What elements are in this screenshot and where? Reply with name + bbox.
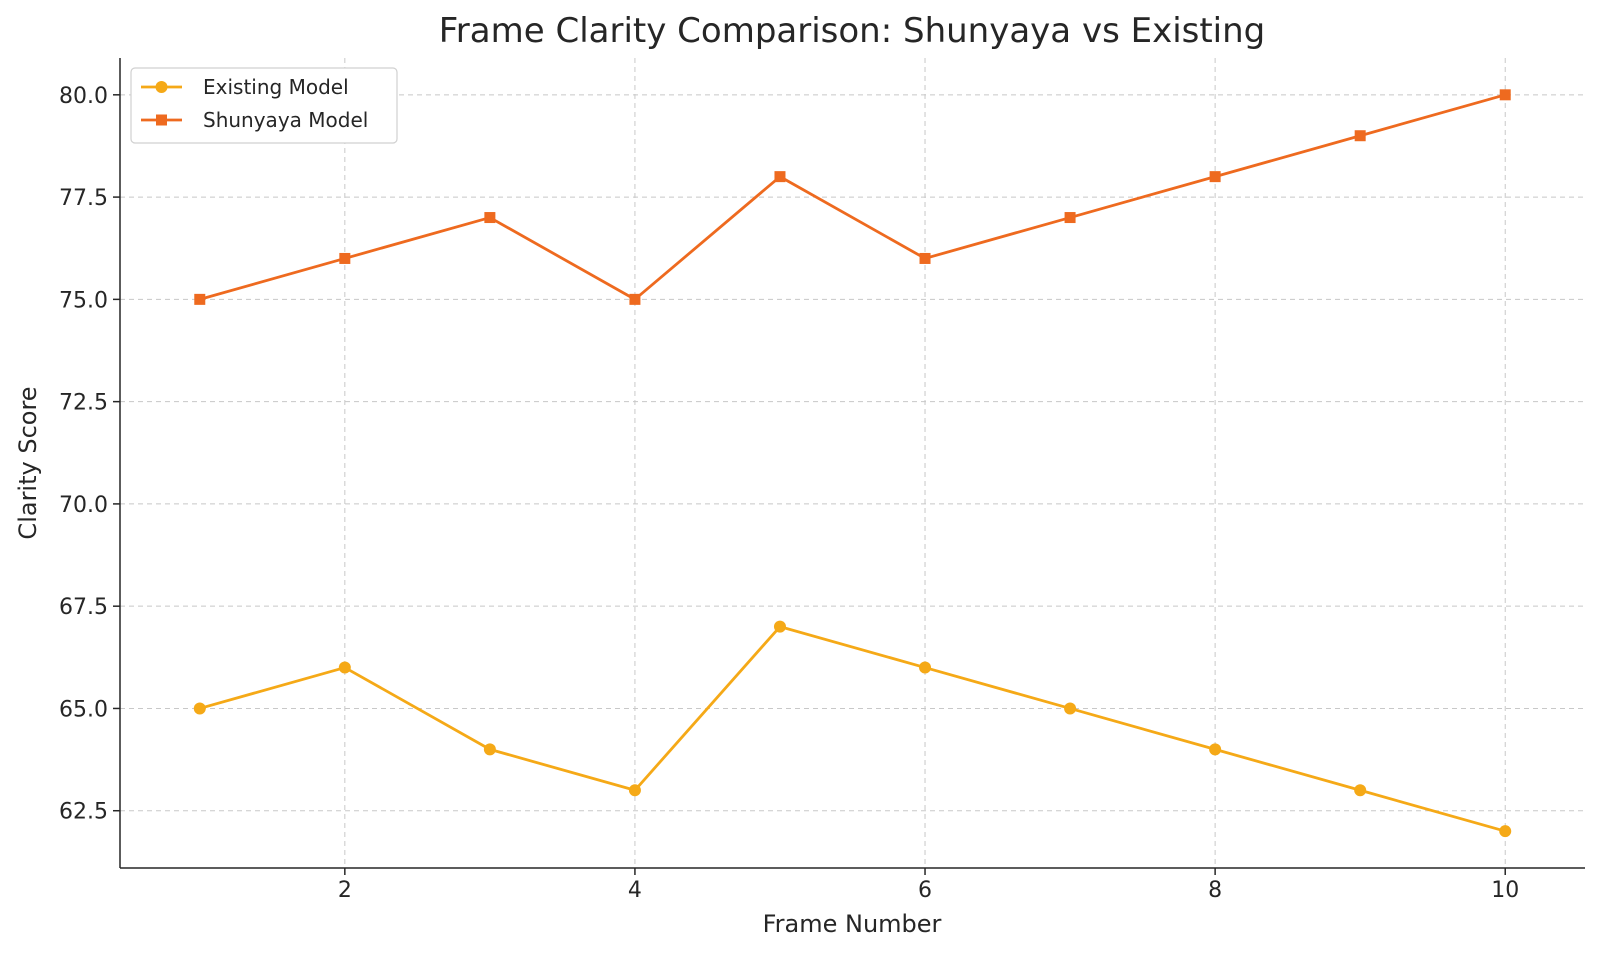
y-tick-label: 67.5 [59, 595, 108, 620]
y-tick-label: 75.0 [59, 288, 108, 313]
shunyaya-model-point [1209, 171, 1221, 183]
legend-label: Existing Model [203, 75, 349, 99]
legend: Existing Model Shunyaya Model [130, 67, 398, 144]
existing-model-point [628, 784, 641, 797]
y-tick-label: 77.5 [59, 186, 108, 211]
existing-model-point [483, 743, 496, 756]
legend-marker [155, 81, 168, 93]
existing-model-point [338, 661, 351, 674]
existing-model-point [773, 620, 786, 633]
x-tick-label: 8 [1208, 878, 1222, 903]
shunyaya-model-point [484, 212, 496, 224]
x-tick-label: 6 [918, 878, 932, 903]
legend-marker [156, 114, 167, 126]
x-axis-ticks: 2 4 6 8 10 [338, 868, 1519, 903]
shunyaya-model-point [1354, 130, 1366, 142]
x-tick-label: 2 [338, 878, 352, 903]
shunyaya-model-point [629, 293, 641, 305]
shunyaya-model-point [919, 252, 931, 264]
chart-title: Frame Clarity Comparison: Shunyaya vs Ex… [439, 11, 1266, 51]
existing-model-point [1064, 702, 1077, 715]
y-tick-label: 80.0 [59, 84, 108, 109]
existing-model-point [919, 661, 932, 674]
shunyaya-model-point [1499, 89, 1511, 101]
shunyaya-model-line [199, 93, 1506, 301]
legend-box [130, 67, 398, 144]
shunyaya-model-point [1064, 212, 1076, 224]
existing-model-point [1354, 784, 1367, 797]
x-axis-label: Frame Number [763, 910, 942, 938]
existing-model-point [1209, 743, 1222, 756]
shunyaya-model-point [194, 293, 206, 305]
existing-model-point [193, 702, 206, 715]
legend-item-shunyaya-model: Shunyaya Model [141, 108, 368, 132]
grid-lines [120, 58, 1585, 868]
series-layer [193, 89, 1512, 838]
x-tick-label: 10 [1491, 878, 1519, 903]
y-tick-label: 62.5 [59, 800, 108, 825]
shunyaya-model-point [339, 252, 351, 264]
legend-item-existing-model: Existing Model [141, 75, 349, 99]
legend-label: Shunyaya Model [203, 108, 368, 132]
shunyaya-model-point [774, 171, 786, 183]
existing-model-line [199, 625, 1506, 833]
y-tick-label: 65.0 [59, 697, 108, 722]
y-tick-label: 70.0 [59, 493, 108, 518]
y-tick-label: 72.5 [59, 391, 108, 416]
y-axis-label: Clarity Score [14, 386, 42, 539]
x-tick-label: 4 [628, 878, 642, 903]
y-axis-ticks: 62.5 65.0 67.5 70.0 72.5 75.0 77.5 80.0 [59, 84, 120, 825]
existing-model-point [1499, 825, 1512, 838]
